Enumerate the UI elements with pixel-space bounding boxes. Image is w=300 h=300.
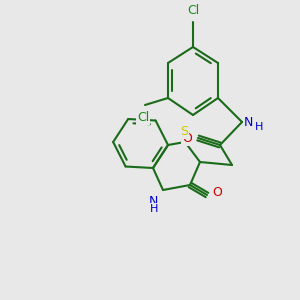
Text: O: O [212,187,222,200]
Text: O: O [182,131,192,145]
Text: Cl: Cl [137,111,149,124]
Text: H: H [150,204,158,214]
Text: N: N [244,116,254,128]
Text: S: S [180,125,188,138]
Text: Cl: Cl [187,4,199,17]
Text: N: N [148,195,158,208]
Text: H: H [255,122,263,132]
